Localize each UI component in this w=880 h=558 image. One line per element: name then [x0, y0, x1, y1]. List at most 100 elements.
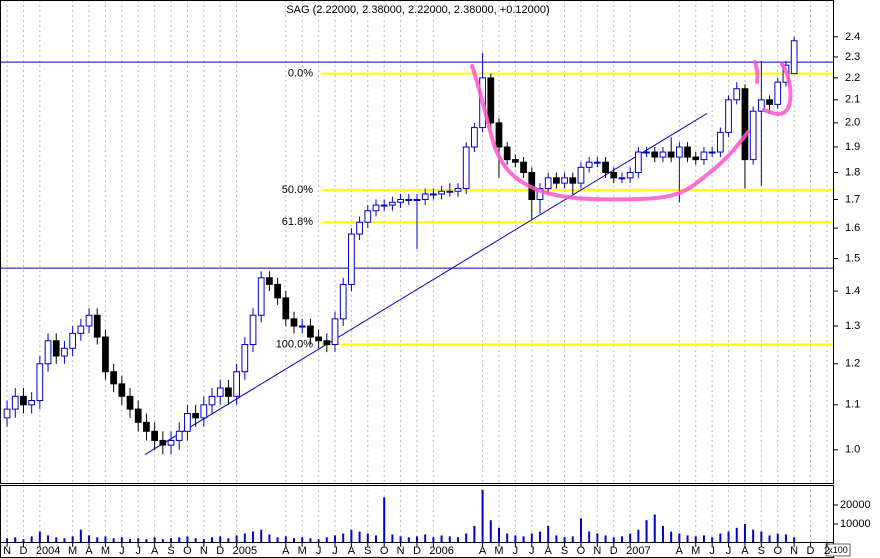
volume-bar — [268, 534, 271, 543]
candle-body — [626, 172, 634, 179]
volume-bar — [178, 537, 181, 543]
candle-body — [28, 400, 36, 406]
candle-body — [110, 371, 118, 385]
x-tick-label: J — [513, 545, 519, 557]
volume-bar — [202, 539, 205, 543]
candle-body — [667, 151, 675, 158]
candle-body — [216, 387, 224, 397]
y-tick-label: 2.0 — [845, 117, 860, 129]
x-tick-label: A — [545, 545, 553, 557]
volume-bar — [120, 537, 123, 543]
volume-tick-label: 20000 — [840, 499, 871, 511]
candle-body — [184, 412, 191, 432]
volume-bar — [563, 537, 566, 543]
candle-body — [790, 40, 798, 75]
volume-bar — [211, 537, 214, 543]
x-tick-label: D — [610, 545, 618, 557]
volume-bar — [653, 514, 656, 543]
x-tick-label: A — [348, 545, 356, 557]
candle-body — [192, 412, 199, 419]
x-tick-label: O — [380, 545, 389, 557]
candle-body — [339, 283, 347, 320]
volume-bar — [596, 533, 599, 543]
x-tick-label: D — [807, 545, 815, 557]
candle-body — [536, 188, 544, 200]
candle-body — [282, 297, 290, 320]
volume-bar — [161, 539, 164, 543]
volume-bar — [719, 533, 722, 543]
candle-body — [307, 325, 314, 338]
volume-bar — [366, 533, 369, 543]
x-tick-label: A — [676, 545, 684, 557]
volume-bar — [104, 536, 107, 543]
candle-body — [503, 146, 511, 161]
volume-bar — [342, 533, 345, 543]
candle-body — [233, 371, 240, 397]
volume-bar — [727, 531, 730, 543]
volume-bar — [293, 538, 296, 543]
volume-bar — [6, 538, 9, 543]
volume-bar — [522, 536, 525, 543]
volume-bar — [112, 538, 115, 543]
volume-bar — [735, 527, 738, 543]
volume-bar — [235, 535, 238, 543]
candle-body — [331, 318, 339, 346]
x-tick-label: D — [216, 545, 224, 557]
volume-bar — [415, 536, 418, 543]
volume-bar — [227, 538, 230, 543]
x-tick-label: N — [397, 545, 405, 557]
candle-body — [561, 177, 568, 184]
candle-body — [585, 161, 593, 168]
volume-bar — [497, 527, 500, 543]
candle-body — [225, 387, 232, 397]
candle-body — [651, 151, 659, 158]
candle-body — [69, 332, 77, 349]
y-tick-label: 1.6 — [845, 222, 860, 234]
y-tick-label: 1.1 — [845, 399, 860, 411]
volume-bar — [334, 535, 337, 543]
x-tick-label: A — [85, 545, 93, 557]
x-tick-label: M — [101, 545, 110, 557]
candle-body — [118, 383, 126, 397]
handle-curve — [762, 62, 793, 116]
axis-layer: 1.0 1.1 1.2 1.3 1.4 1.5 1.6 1.7 1.8 1.9 2.0 2.1 2.2 2… — [3, 31, 871, 557]
candle-body — [143, 421, 150, 432]
candle-body — [618, 177, 626, 180]
volume-bar — [252, 531, 255, 543]
volume-bar — [350, 529, 353, 543]
candle-body — [659, 151, 667, 158]
candle-body — [454, 188, 462, 192]
y-tick-label: 1.9 — [845, 141, 860, 153]
x-tick-label: J — [726, 545, 732, 557]
volume-bar — [555, 535, 558, 543]
level-layer: 0.0% 50.0% 61.8% 100.0% — [0, 61, 833, 455]
y-tick-label: 1.5 — [845, 252, 860, 264]
x-tick-label: J — [709, 545, 715, 557]
volume-bar — [588, 531, 591, 543]
volume-bar — [538, 531, 541, 543]
candle-body — [520, 161, 527, 174]
volume-bar — [325, 537, 328, 543]
volume-bar — [448, 536, 451, 543]
volume-bar — [276, 537, 279, 543]
volume-bar — [301, 537, 304, 543]
y-tick-label: 2.1 — [845, 94, 860, 106]
candle-body — [446, 190, 454, 193]
candle-body — [159, 439, 167, 446]
volume-bar — [309, 538, 312, 543]
x-tick-label: N — [200, 545, 208, 557]
y-tick-label: 1.8 — [845, 166, 860, 178]
x-tick-label: J — [119, 545, 125, 557]
x-tick-label: S — [364, 545, 371, 557]
volume-bar — [129, 539, 132, 543]
volume-bar — [506, 533, 509, 543]
volume-bar — [473, 525, 476, 543]
candle-body — [290, 318, 298, 327]
volume-bar — [784, 534, 787, 543]
y-tick-label: 1.2 — [845, 358, 860, 370]
x-tick-label: N — [593, 545, 601, 557]
y-tick-label: 1.0 — [845, 444, 860, 456]
candle-body — [610, 172, 618, 179]
